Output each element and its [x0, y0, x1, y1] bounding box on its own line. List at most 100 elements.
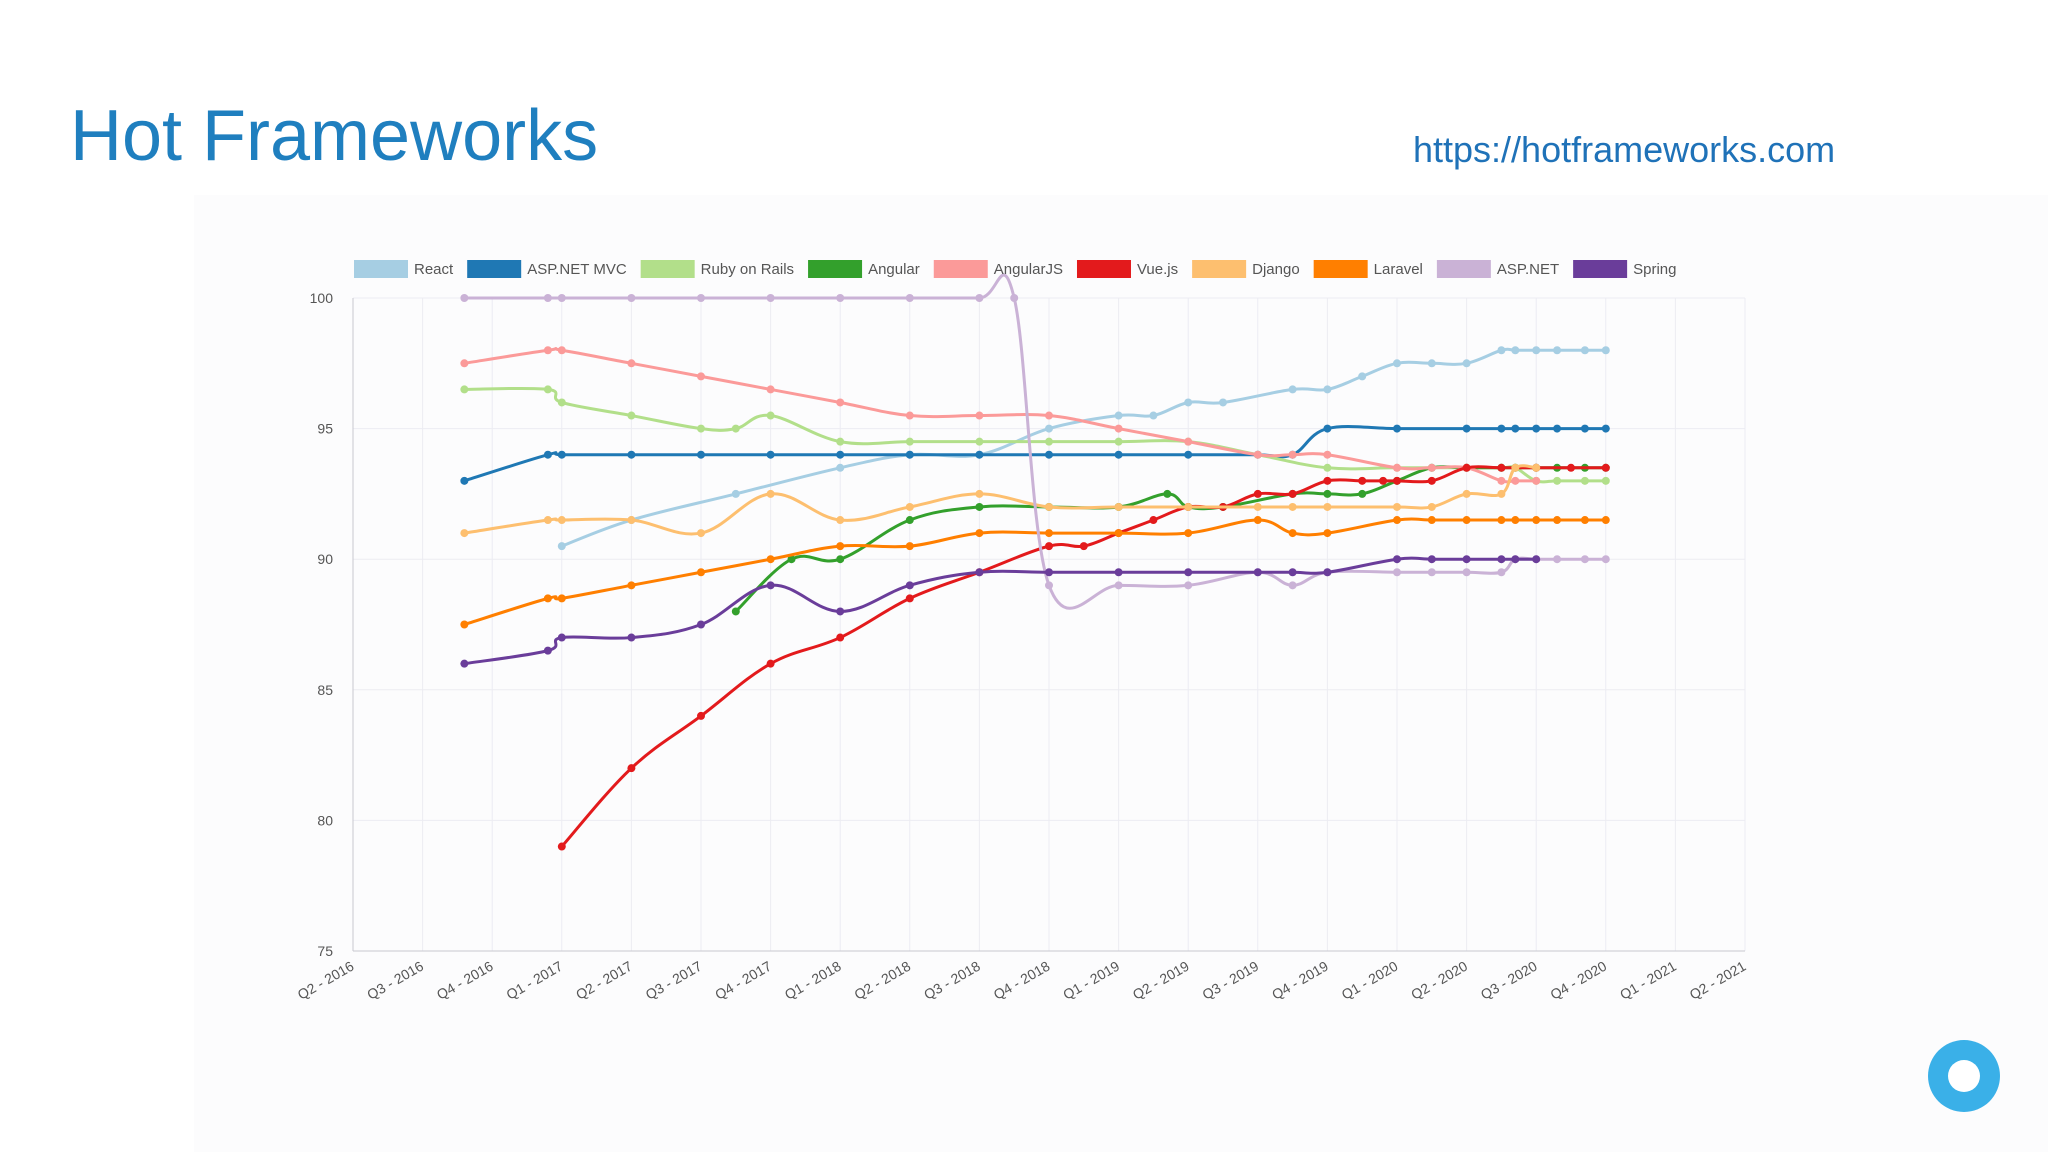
data-point-react[interactable] — [1184, 398, 1193, 407]
data-point-react[interactable] — [1393, 359, 1401, 368]
data-point-asp-net-mvc[interactable] — [1580, 424, 1589, 433]
data-point-laravel[interactable] — [766, 555, 775, 564]
data-point-angularjs[interactable] — [697, 372, 705, 381]
data-point-asp-net[interactable] — [1601, 555, 1610, 564]
data-point-angularjs[interactable] — [1393, 463, 1401, 472]
data-point-spring[interactable] — [697, 620, 705, 629]
data-point-react[interactable] — [1601, 346, 1610, 355]
data-point-vue-js[interactable] — [766, 659, 775, 668]
data-point-spring[interactable] — [836, 607, 845, 616]
data-point-django[interactable] — [1288, 502, 1297, 511]
data-point-django[interactable] — [836, 516, 845, 525]
data-point-angularjs[interactable] — [627, 359, 636, 368]
data-point-spring[interactable] — [557, 633, 566, 642]
data-point-asp-net[interactable] — [1553, 555, 1562, 564]
data-point-ruby-on-rails[interactable] — [627, 411, 636, 420]
data-point-angularjs[interactable] — [1532, 476, 1541, 485]
data-point-laravel[interactable] — [1323, 529, 1332, 538]
legend-item-vue-js[interactable]: Vue.js — [1076, 260, 1178, 278]
data-point-django[interactable] — [1511, 463, 1520, 472]
data-point-asp-net[interactable] — [836, 294, 845, 302]
data-point-angularjs[interactable] — [460, 359, 469, 368]
data-point-asp-net-mvc[interactable] — [1532, 424, 1541, 433]
data-point-asp-net[interactable] — [1045, 581, 1053, 590]
data-point-ruby-on-rails[interactable] — [1323, 463, 1332, 472]
data-point-asp-net[interactable] — [1580, 555, 1589, 564]
data-point-asp-net[interactable] — [1184, 581, 1193, 590]
data-point-angularjs[interactable] — [836, 398, 845, 407]
data-point-vue-js[interactable] — [1323, 476, 1332, 485]
data-point-asp-net-mvc[interactable] — [697, 450, 705, 459]
data-point-django[interactable] — [975, 489, 984, 498]
data-point-asp-net-mvc[interactable] — [1553, 424, 1562, 433]
data-point-asp-net-mvc[interactable] — [1462, 424, 1471, 433]
data-point-vue-js[interactable] — [1462, 463, 1471, 472]
data-point-angularjs[interactable] — [1511, 476, 1520, 485]
legend-item-angular[interactable]: Angular — [808, 260, 920, 278]
data-point-angularjs[interactable] — [975, 411, 984, 420]
data-point-django[interactable] — [627, 516, 636, 525]
data-point-angularjs[interactable] — [1427, 463, 1436, 472]
data-point-laravel[interactable] — [1580, 516, 1589, 525]
data-point-ruby-on-rails[interactable] — [1580, 476, 1589, 485]
data-point-laravel[interactable] — [1462, 516, 1471, 525]
data-point-spring[interactable] — [1511, 555, 1520, 564]
data-point-asp-net[interactable] — [627, 294, 636, 302]
data-point-django[interactable] — [766, 489, 775, 498]
data-point-django[interactable] — [460, 529, 469, 538]
data-point-ruby-on-rails[interactable] — [1553, 476, 1562, 485]
data-point-spring[interactable] — [1045, 568, 1053, 577]
data-point-laravel[interactable] — [627, 581, 636, 590]
data-point-vue-js[interactable] — [1358, 476, 1367, 485]
data-point-asp-net-mvc[interactable] — [1045, 450, 1053, 459]
data-point-react[interactable] — [836, 463, 845, 472]
data-point-asp-net[interactable] — [557, 294, 566, 302]
data-point-vue-js[interactable] — [1427, 476, 1436, 485]
data-point-spring[interactable] — [627, 633, 636, 642]
data-point-laravel[interactable] — [1184, 529, 1193, 538]
data-point-react[interactable] — [1532, 346, 1541, 355]
data-point-react[interactable] — [1511, 346, 1520, 355]
data-point-asp-net[interactable] — [766, 294, 775, 302]
data-point-asp-net[interactable] — [975, 294, 984, 302]
data-point-ruby-on-rails[interactable] — [766, 411, 775, 420]
data-point-laravel[interactable] — [1045, 529, 1053, 538]
data-point-laravel[interactable] — [975, 529, 984, 538]
data-point-spring[interactable] — [1114, 568, 1123, 577]
data-point-vue-js[interactable] — [1567, 463, 1575, 472]
data-point-asp-net[interactable] — [1114, 581, 1123, 590]
data-point-react[interactable] — [1497, 346, 1506, 355]
data-point-vue-js[interactable] — [1601, 463, 1610, 472]
data-point-angular[interactable] — [1163, 489, 1172, 498]
data-point-react[interactable] — [1149, 411, 1158, 420]
data-point-laravel[interactable] — [1393, 516, 1401, 525]
data-point-asp-net-mvc[interactable] — [1323, 424, 1332, 433]
data-point-vue-js[interactable] — [905, 594, 914, 603]
data-point-react[interactable] — [1219, 398, 1227, 407]
data-point-ruby-on-rails[interactable] — [697, 424, 705, 433]
data-point-ruby-on-rails[interactable] — [1601, 476, 1610, 485]
data-point-laravel[interactable] — [460, 620, 469, 629]
legend-item-laravel[interactable]: Laravel — [1313, 260, 1423, 278]
data-point-angularjs[interactable] — [1114, 424, 1123, 433]
data-point-asp-net-mvc[interactable] — [1393, 424, 1401, 433]
data-point-django[interactable] — [543, 516, 552, 525]
data-point-spring[interactable] — [975, 568, 984, 577]
data-point-laravel[interactable] — [1253, 516, 1262, 525]
data-point-angular[interactable] — [905, 516, 914, 525]
data-point-vue-js[interactable] — [557, 842, 566, 851]
data-point-django[interactable] — [697, 529, 705, 538]
data-point-spring[interactable] — [460, 659, 469, 668]
legend-item-django[interactable]: Django — [1192, 260, 1300, 278]
data-point-django[interactable] — [1532, 463, 1541, 472]
data-point-spring[interactable] — [1427, 555, 1436, 564]
data-point-laravel[interactable] — [1553, 516, 1562, 525]
data-point-asp-net-mvc[interactable] — [1601, 424, 1610, 433]
data-point-asp-net[interactable] — [1427, 568, 1436, 577]
data-point-vue-js[interactable] — [836, 633, 845, 642]
data-point-react[interactable] — [731, 489, 740, 498]
data-point-ruby-on-rails[interactable] — [975, 437, 984, 446]
data-point-react[interactable] — [1358, 372, 1367, 381]
data-point-django[interactable] — [1462, 489, 1471, 498]
data-point-ruby-on-rails[interactable] — [836, 437, 845, 446]
